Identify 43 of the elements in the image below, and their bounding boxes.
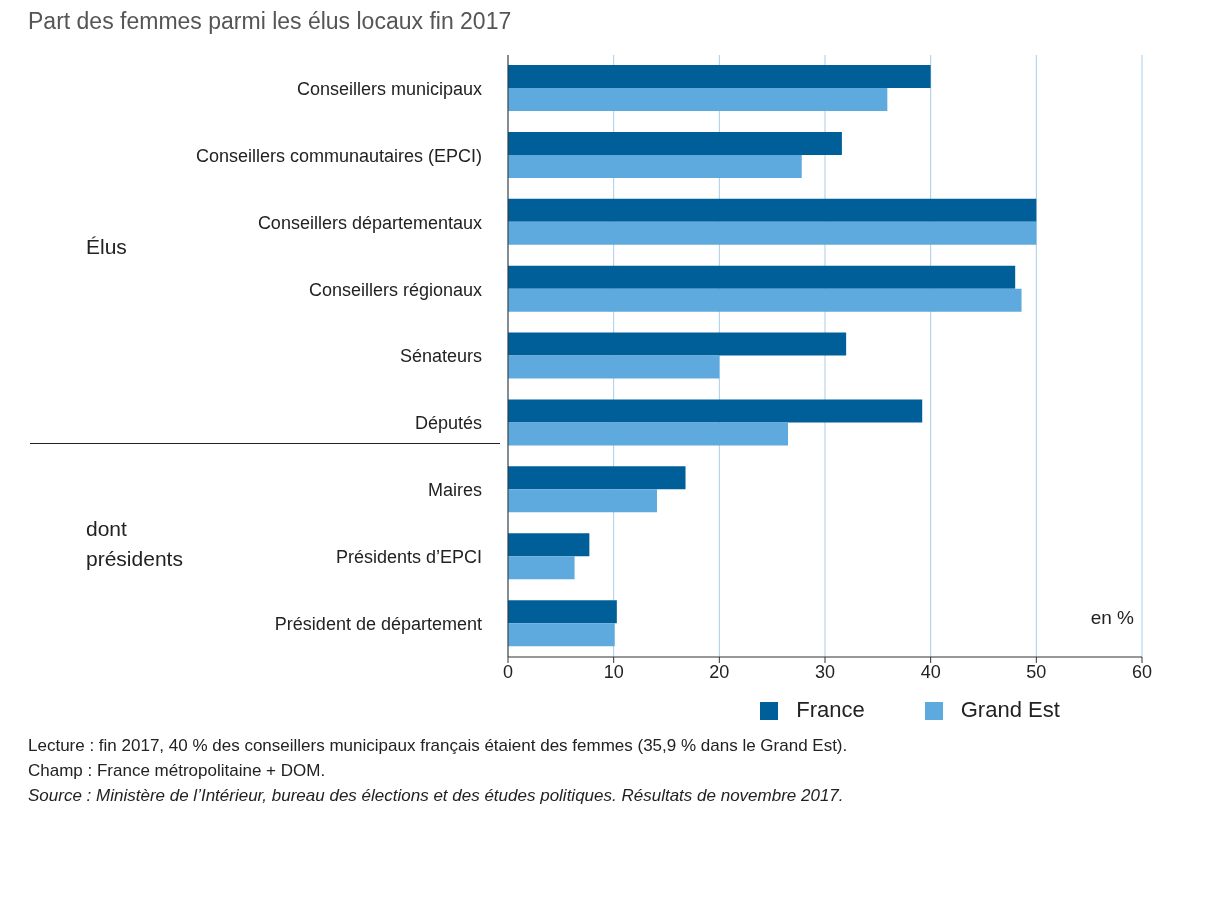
bar bbox=[508, 88, 888, 112]
bar bbox=[508, 288, 1022, 312]
bar bbox=[508, 332, 847, 356]
x-tick-label: 20 bbox=[709, 661, 730, 682]
text: Élus bbox=[86, 235, 127, 259]
bar bbox=[508, 355, 720, 379]
bar bbox=[508, 265, 1016, 289]
y-tick-label: Conseillers municipaux bbox=[296, 78, 482, 99]
y-tick-label: Sénateurs bbox=[399, 346, 482, 367]
y-tick-label: Présidents d’EPCI bbox=[335, 547, 482, 568]
bar bbox=[508, 131, 842, 155]
y-tick-label: Conseillers communautaires (EPCI) bbox=[195, 145, 482, 166]
x-tick-label: 30 bbox=[814, 661, 836, 682]
x-tick-label: 50 bbox=[1026, 661, 1047, 682]
bar bbox=[508, 556, 575, 580]
y-tick-label: Conseillers départementaux bbox=[257, 212, 482, 233]
x-tick-label: 60 bbox=[1131, 661, 1153, 682]
legend-label: France bbox=[796, 697, 865, 722]
bar bbox=[508, 533, 590, 557]
y-tick-label: Président de département bbox=[274, 613, 482, 634]
annotation: en % bbox=[1090, 607, 1134, 629]
x-tick-label: 0 bbox=[502, 661, 514, 682]
text: dont présidents bbox=[86, 516, 184, 572]
x-tick-label: 10 bbox=[603, 661, 624, 682]
bar bbox=[508, 600, 617, 624]
y-tick-label: Députés bbox=[414, 413, 482, 434]
source-note: Source : Ministère de l’Intérieur, bureau des élections et des études politiques. Résultats de novembre 2017. bbox=[28, 785, 845, 807]
legend-label: Grand Est bbox=[960, 697, 1060, 722]
bar bbox=[508, 623, 615, 647]
bar bbox=[508, 399, 923, 423]
text: Part des femmes parmi les élus locaux fin 2017 bbox=[28, 8, 513, 35]
bar bbox=[508, 221, 1037, 245]
bar bbox=[508, 489, 657, 513]
bar bbox=[508, 65, 931, 89]
bar bbox=[508, 198, 1037, 222]
bar bbox=[508, 154, 802, 178]
bar bbox=[508, 466, 686, 490]
bar bbox=[508, 422, 789, 446]
y-tick-label: Conseillers régionaux bbox=[308, 279, 482, 300]
y-tick-label: Maires bbox=[427, 480, 482, 501]
text: Lecture : fin 2017, 40 % des conseillers municipaux français étaient des femmes (35,9 % dans le Grand Est). bbox=[28, 735, 849, 757]
x-tick-label: 40 bbox=[920, 661, 941, 682]
text: Champ : France métropolitaine + DOM. bbox=[28, 760, 327, 782]
